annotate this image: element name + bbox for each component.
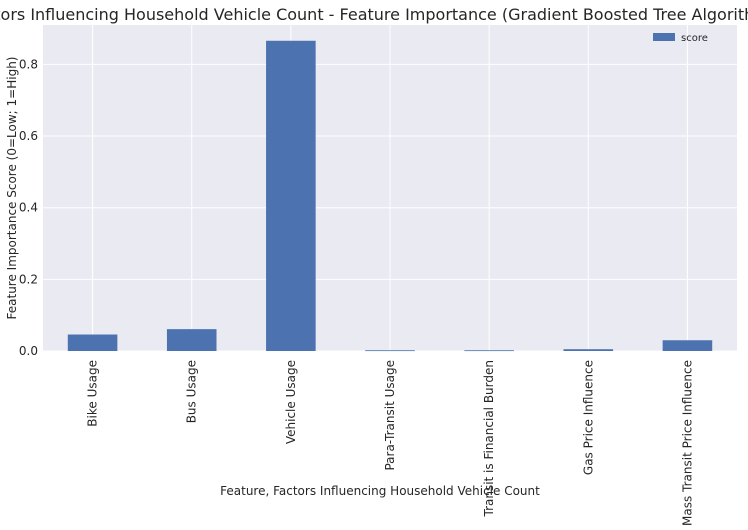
- legend: score: [653, 33, 708, 44]
- y-axis-ticks: 0.0 0.2 0.4 0.6 0.8: [19, 57, 38, 358]
- bar: [67, 334, 118, 351]
- y-tick-label: 0.8: [19, 57, 38, 71]
- bar: [464, 350, 514, 352]
- x-tick-label: Transit is Financial Burden: [482, 360, 496, 518]
- x-tick-label: Mass Transit Price Influence: [680, 360, 694, 526]
- x-tick-label: Gas Price Influence: [581, 360, 595, 475]
- x-tick-label: Vehicle Usage: [284, 360, 298, 444]
- x-axis-ticks: Bike Usage Bus Usage Vehicle Usage Para-Tra…: [86, 360, 695, 526]
- legend-label-score: score: [681, 33, 708, 44]
- bar: [365, 350, 415, 352]
- y-tick-label: 0.2: [19, 272, 38, 286]
- x-tick-label: Bus Usage: [185, 360, 199, 423]
- x-tick-label: Para-Transit Usage: [383, 360, 397, 471]
- legend-swatch-score: [653, 33, 675, 41]
- x-tick-label: Bike Usage: [86, 360, 100, 427]
- bar: [166, 329, 217, 351]
- bar: [563, 349, 614, 351]
- bar: [266, 40, 316, 352]
- y-tick-label: 0.0: [19, 344, 38, 358]
- y-axis-label: Feature Importance Score (0=Low; 1=High): [5, 57, 19, 320]
- y-tick-label: 0.4: [19, 201, 38, 215]
- bar: [662, 340, 713, 351]
- y-tick-label: 0.6: [19, 129, 38, 143]
- bar-series-score: [67, 40, 713, 352]
- x-axis-label: Feature, Factors Influencing Household V…: [220, 484, 540, 498]
- chart-title: Factors Influencing Household Vehicle Co…: [0, 5, 748, 24]
